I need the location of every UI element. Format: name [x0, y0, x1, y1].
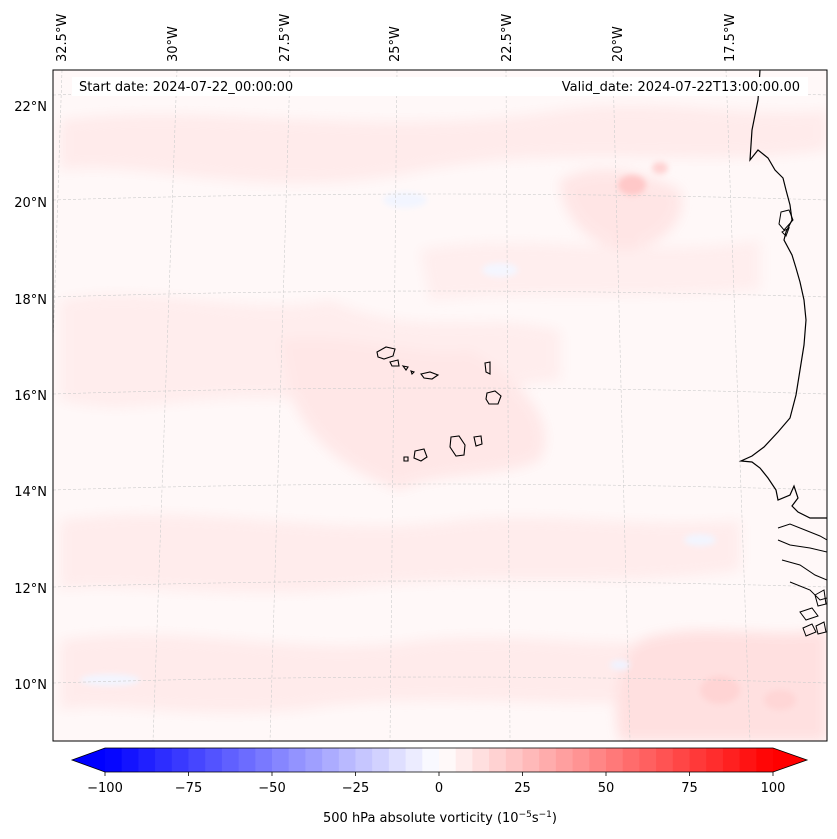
colorbar-bin	[121, 748, 139, 772]
cb-tick-label-25: 25	[514, 781, 531, 796]
colorbar-bin	[338, 748, 356, 772]
lon-label-17-5w: 17.5°W	[723, 14, 738, 62]
colorbar-bin	[756, 748, 774, 772]
colorbar-bin	[138, 748, 156, 772]
lat-label-14n: 14°N	[14, 485, 47, 500]
colorbar-bin	[388, 748, 406, 772]
lon-label-32-5w: 32.5°W	[55, 14, 70, 62]
colorbar: −100 −75 −50 −25 0 25 50 75 100 500 hPa …	[70, 747, 809, 826]
colorbar-bin	[505, 748, 523, 772]
colorbar-bin	[422, 748, 440, 772]
colorbar-bin	[221, 748, 239, 772]
colorbar-bin	[205, 748, 223, 772]
colorbar-bin	[722, 748, 740, 772]
lat-label-22n: 22°N	[14, 100, 47, 115]
colorbar-bin	[355, 748, 373, 772]
colorbar-bin	[255, 748, 273, 772]
colorbar-bin	[706, 748, 724, 772]
info-banner	[72, 77, 808, 96]
colorbar-bin	[272, 748, 290, 772]
colorbar-bin	[489, 748, 507, 772]
lon-label-30w: 30°W	[166, 26, 181, 62]
cb-tick-label-50: 50	[598, 781, 615, 796]
colorbar-bin	[689, 748, 707, 772]
lat-label-18n: 18°N	[14, 293, 47, 308]
colorbar-bin	[322, 748, 340, 772]
colorbar-bin	[555, 748, 573, 772]
colorbar-bin	[439, 748, 457, 772]
colorbar-bin	[188, 748, 206, 772]
colorbar-bin	[105, 748, 123, 772]
cb-tick-label-75: 75	[681, 781, 698, 796]
colorbar-bins	[105, 748, 774, 772]
vorticity-field	[53, 70, 827, 741]
colorbar-title: 500 hPa absolute vorticity (10−5s−1)	[323, 810, 557, 826]
cape-verde-islands	[376, 346, 502, 462]
colorbar-bin	[539, 748, 557, 772]
colorbar-bin	[288, 748, 306, 772]
cb-tick-label-100: 100	[761, 781, 786, 796]
colorbar-bin	[455, 748, 473, 772]
lat-label-10n: 10°N	[14, 678, 47, 693]
colorbar-bin	[622, 748, 640, 772]
lat-label-12n: 12°N	[14, 582, 47, 597]
cb-tick-label-m50: −50	[258, 781, 285, 796]
start-date-label: Start date: 2024-07-22_00:00:00	[79, 80, 293, 95]
lat-label-20n: 20°N	[14, 196, 47, 211]
colorbar-bin	[472, 748, 490, 772]
lon-label-25w: 25°W	[388, 26, 403, 62]
africa-coastline	[738, 70, 827, 519]
colorbar-extend-max	[773, 748, 807, 772]
colorbar-bin	[639, 748, 657, 772]
colorbar-bin	[589, 748, 607, 772]
colorbar-bin	[522, 748, 540, 772]
cb-tick-label-0: 0	[435, 781, 443, 796]
colorbar-bin	[238, 748, 256, 772]
colorbar-bin	[672, 748, 690, 772]
lon-label-22-5w: 22.5°W	[500, 14, 515, 62]
colorbar-bin	[656, 748, 674, 772]
colorbar-bin	[739, 748, 757, 772]
cb-tick-label-m25: −25	[342, 781, 369, 796]
lat-label-16n: 16°N	[14, 389, 47, 404]
colorbar-bin	[171, 748, 189, 772]
cb-tick-label-m75: −75	[175, 781, 202, 796]
map-frame	[52, 69, 828, 742]
colorbar-bin	[372, 748, 390, 772]
colorbar-bin	[572, 748, 590, 772]
valid-date-label: Valid_date: 2024-07-22T13:00:00.00	[562, 80, 800, 95]
cb-tick-label-m100: −100	[87, 781, 123, 796]
lon-label-27-5w: 27.5°W	[278, 14, 293, 62]
colorbar-bin	[606, 748, 624, 772]
colorbar-bin	[155, 748, 173, 772]
colorbar-bin	[405, 748, 423, 772]
colorbar-bin	[305, 748, 323, 772]
colorbar-ticks	[104, 772, 774, 776]
lon-label-20w: 20°W	[611, 26, 626, 62]
colorbar-extend-min	[72, 748, 105, 772]
